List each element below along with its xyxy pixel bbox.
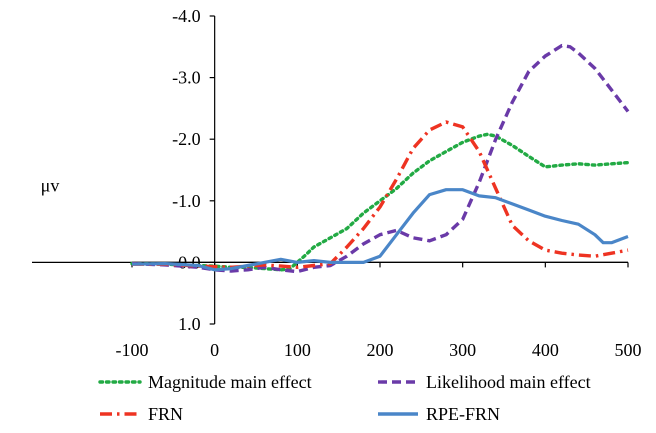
axes: -4.0 -3.0 -2.0 -1.0 0.0 1.0 -100 0 100 200 300 400 5…: [32, 6, 642, 360]
legend-label-2: Likelihood main effect: [426, 372, 591, 392]
y-tick-label: -2.0: [172, 129, 201, 149]
series-line-1: [130, 132, 630, 272]
x-tick-label: 100: [284, 340, 311, 360]
x-tick-label: 200: [367, 340, 394, 360]
series-line-4: [131, 188, 629, 272]
series-line-2: [131, 43, 630, 274]
x-tick-label: -100: [116, 340, 149, 360]
x-tick-label: 400: [532, 340, 559, 360]
y-tick-label: -4.0: [172, 6, 201, 26]
legend-label-1: Magnitude main effect: [148, 372, 312, 392]
y-tick-label: 1.0: [178, 314, 201, 334]
series-line-3: [132, 120, 629, 269]
legend-label-3: FRN: [148, 404, 183, 424]
series-layer: [130, 43, 630, 274]
x-tick-label: 500: [615, 340, 642, 360]
y-axis-label: μv: [41, 175, 60, 195]
legend: Magnitude main effect Likelihood main eff…: [98, 372, 591, 424]
x-tick-label: 300: [449, 340, 476, 360]
legend-label-4: RPE-FRN: [426, 404, 500, 424]
y-tick-label: -1.0: [172, 191, 201, 211]
y-tick-label: -3.0: [172, 68, 201, 88]
x-tick-label: 0: [210, 340, 219, 360]
y-tick-label: 0.0: [178, 252, 201, 272]
